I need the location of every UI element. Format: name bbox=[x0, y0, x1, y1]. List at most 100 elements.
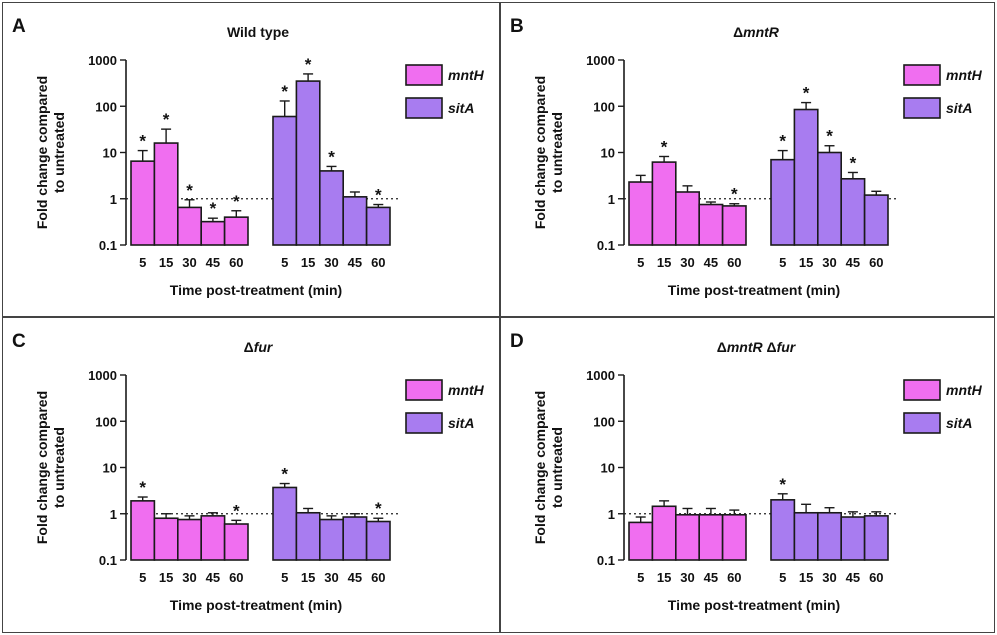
x-axis-label: Time post-treatment (min) bbox=[170, 282, 342, 298]
panel-title: ΔmntR Δfur bbox=[717, 339, 797, 355]
legend-swatch bbox=[903, 97, 941, 119]
legend-label: sitA bbox=[448, 415, 474, 431]
bar bbox=[793, 511, 819, 561]
legend-label: mntH bbox=[946, 67, 983, 83]
y-axis-label: Fold change compared to untreated bbox=[34, 76, 67, 229]
x-tick-label: 60 bbox=[869, 570, 883, 585]
bar bbox=[272, 115, 298, 246]
bar bbox=[223, 523, 249, 561]
x-tick-label: 15 bbox=[301, 255, 315, 270]
bar bbox=[651, 161, 677, 246]
y-axis-label-line: to untreated bbox=[549, 112, 565, 193]
bar bbox=[295, 80, 321, 246]
y-axis-label-line: to untreated bbox=[51, 427, 67, 508]
x-tick-label: 15 bbox=[657, 255, 671, 270]
y-axis-label: Fold change compared to untreated bbox=[34, 391, 67, 544]
panel-title: Wild type bbox=[227, 24, 289, 40]
y-tick-label: 0.1 bbox=[597, 553, 615, 568]
bar bbox=[130, 500, 156, 561]
bar bbox=[177, 518, 203, 561]
panel-letter: A bbox=[12, 16, 26, 37]
y-axis-label-line: Fold change compared bbox=[34, 76, 50, 229]
bar bbox=[200, 515, 226, 561]
legend-swatch bbox=[903, 412, 941, 434]
bar bbox=[770, 499, 796, 561]
panel-frame bbox=[2, 2, 500, 317]
y-tick-label: 0.1 bbox=[597, 238, 615, 253]
x-tick-label: 45 bbox=[206, 570, 220, 585]
significance-star: * bbox=[779, 132, 786, 151]
panel-title: Δfur bbox=[244, 339, 274, 355]
bar bbox=[365, 520, 391, 561]
y-axis-label-line: to untreated bbox=[549, 427, 565, 508]
panel-frame bbox=[2, 317, 500, 633]
significance-star: * bbox=[139, 478, 146, 497]
bar bbox=[342, 516, 368, 561]
significance-star: * bbox=[375, 499, 382, 518]
x-tick-label: 5 bbox=[139, 570, 146, 585]
significance-star: * bbox=[281, 82, 288, 101]
y-tick-label: 10 bbox=[103, 461, 117, 476]
x-axis-label: Time post-treatment (min) bbox=[170, 597, 342, 613]
y-tick-label: 1 bbox=[608, 192, 615, 207]
significance-star: * bbox=[233, 192, 240, 211]
significance-star: * bbox=[826, 127, 833, 146]
bar bbox=[816, 151, 842, 246]
panel-letter: B bbox=[510, 16, 524, 37]
x-tick-label: 30 bbox=[324, 570, 338, 585]
legend-swatch bbox=[405, 97, 443, 119]
y-axis-label-line: Fold change compared bbox=[34, 391, 50, 544]
x-tick-label: 15 bbox=[159, 255, 173, 270]
panel-b: B ΔmntR Fold change compared to untreated 0.… bbox=[500, 2, 995, 317]
y-tick-label: 1 bbox=[608, 507, 615, 522]
significance-star: * bbox=[163, 110, 170, 129]
significance-star: * bbox=[850, 153, 857, 172]
y-tick-label: 1000 bbox=[88, 368, 117, 383]
bar bbox=[628, 181, 654, 246]
legend-swatch bbox=[903, 64, 941, 86]
significance-star: * bbox=[305, 55, 312, 74]
bar bbox=[816, 511, 842, 561]
panel-d: D ΔmntR Δfur Fold change compared to untrea… bbox=[500, 317, 995, 633]
x-tick-label: 5 bbox=[281, 255, 288, 270]
y-axis-label-line: Fold change compared bbox=[532, 76, 548, 229]
x-tick-label: 5 bbox=[637, 255, 644, 270]
x-tick-label: 5 bbox=[779, 255, 786, 270]
panel-a: A Wild type Fold change compared to untreat… bbox=[2, 2, 500, 317]
x-tick-label: 15 bbox=[799, 255, 813, 270]
y-tick-label: 1 bbox=[110, 507, 117, 522]
bar bbox=[318, 518, 344, 561]
y-tick-label: 0.1 bbox=[99, 238, 117, 253]
x-tick-label: 60 bbox=[727, 570, 741, 585]
x-tick-label: 60 bbox=[229, 255, 243, 270]
x-tick-label: 60 bbox=[371, 570, 385, 585]
legend-label: mntH bbox=[448, 382, 485, 398]
panel-letter: D bbox=[510, 331, 524, 352]
x-tick-label: 45 bbox=[704, 570, 718, 585]
significance-star: * bbox=[210, 199, 217, 218]
bar bbox=[200, 220, 226, 246]
x-tick-label: 45 bbox=[348, 570, 362, 585]
significance-star: * bbox=[328, 147, 335, 166]
bar bbox=[651, 505, 677, 561]
x-tick-label: 30 bbox=[182, 255, 196, 270]
x-tick-label: 30 bbox=[324, 255, 338, 270]
bar bbox=[674, 513, 700, 561]
x-tick-label: 45 bbox=[348, 255, 362, 270]
x-tick-label: 15 bbox=[301, 570, 315, 585]
panel-title: ΔmntR bbox=[733, 24, 780, 40]
legend-swatch bbox=[405, 64, 443, 86]
y-tick-label: 10 bbox=[601, 146, 615, 161]
x-tick-label: 5 bbox=[779, 570, 786, 585]
x-tick-label: 15 bbox=[657, 570, 671, 585]
legend-swatch bbox=[405, 379, 443, 401]
bar bbox=[863, 515, 889, 561]
legend-swatch bbox=[903, 379, 941, 401]
y-tick-label: 100 bbox=[593, 99, 615, 114]
y-tick-label: 10 bbox=[601, 461, 615, 476]
x-tick-label: 30 bbox=[680, 255, 694, 270]
bar bbox=[770, 158, 796, 246]
x-tick-label: 15 bbox=[799, 570, 813, 585]
x-tick-label: 30 bbox=[822, 255, 836, 270]
